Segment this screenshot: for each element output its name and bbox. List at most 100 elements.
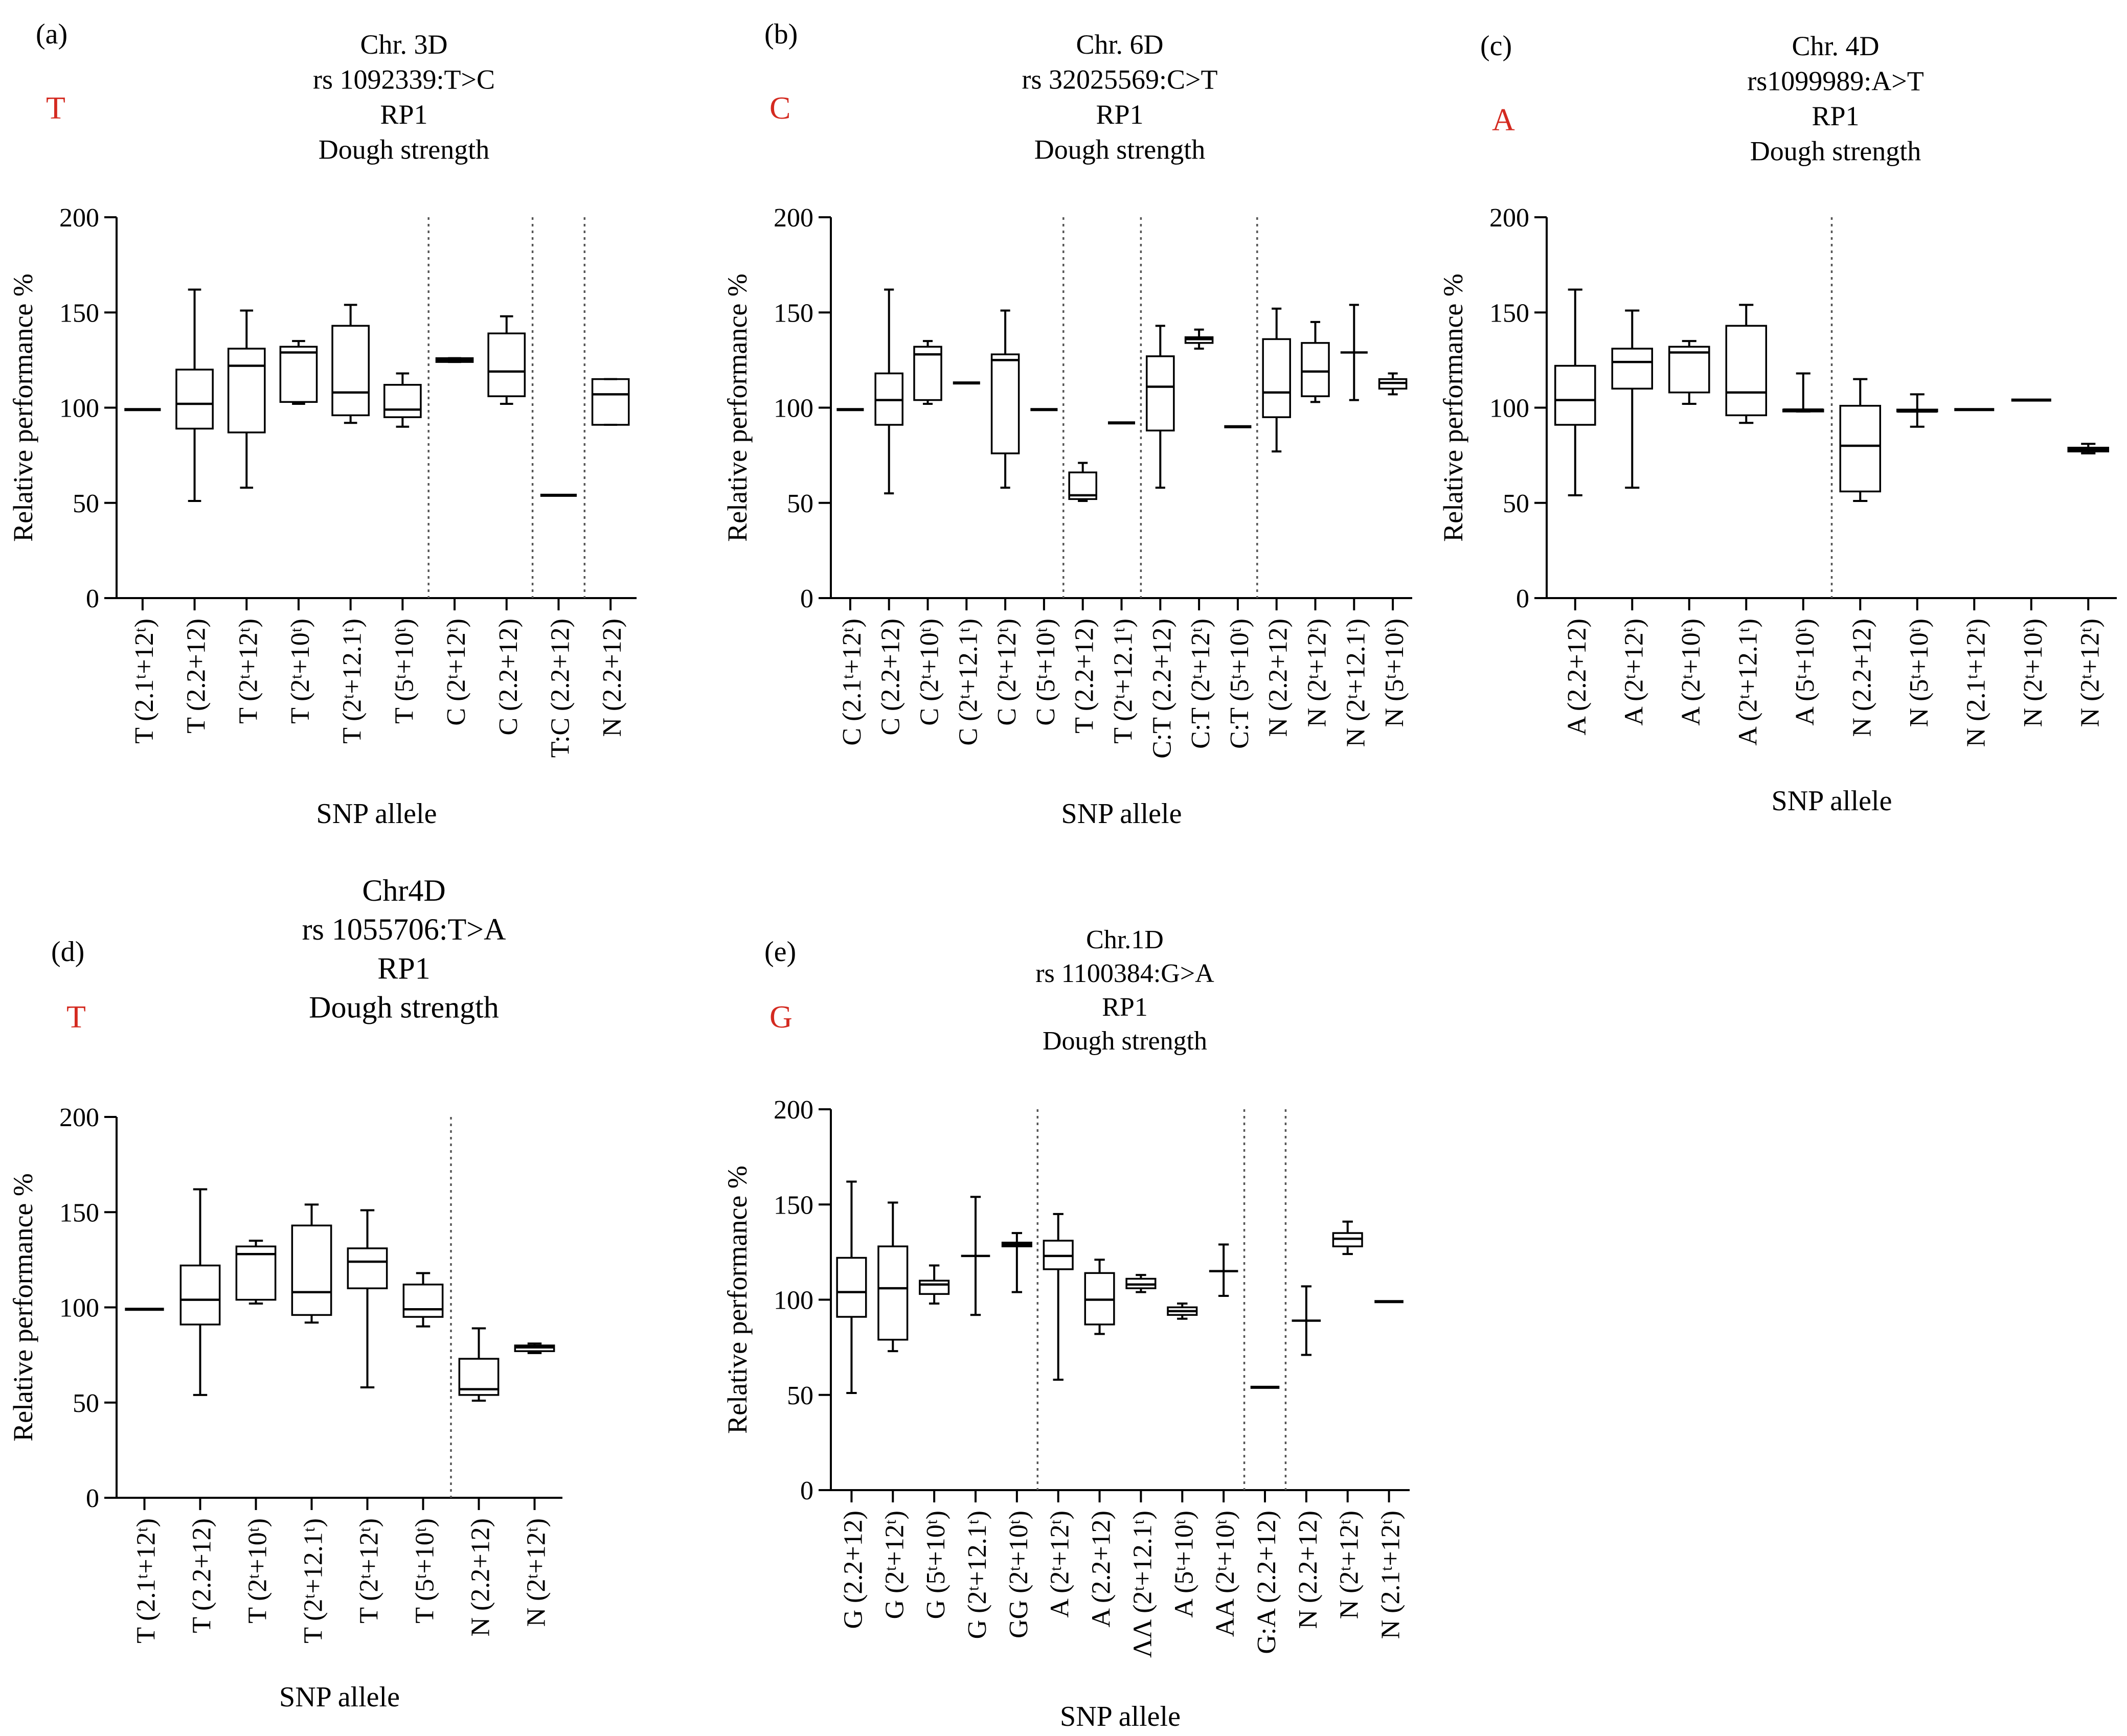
y-axis-label: Relative performance % <box>8 273 38 542</box>
chart-panel-4: (d) T Chr4D rs 1055706:T>A RP1 Dough strength… <box>8 874 562 1713</box>
x-tick-label: T (2ᵗ+12.1ᵗ) <box>1109 619 1138 744</box>
x-tick-label: N (2ᵗ+10ᵗ) <box>2019 619 2048 727</box>
box-iqr <box>227 348 266 433</box>
x-tick-label: T (2ᵗ+12.1ᵗ) <box>299 1518 328 1643</box>
x-tick-label: G (2ᵗ+12.1ᵗ) <box>963 1511 992 1639</box>
box-10: AA (2ᵗ+10ᵗ) <box>1209 1243 1240 1637</box>
box-6: A (2ᵗ+12ᵗ) <box>1043 1213 1075 1618</box>
box-6: T (5ᵗ+10ᵗ) <box>383 372 422 724</box>
x-tick-label: T (2.1ᵗ+12ᵗ) <box>132 1518 161 1643</box>
x-tick-label: N (2.2+12) <box>466 1518 495 1637</box>
box-iqr <box>235 1245 277 1301</box>
box-iqr <box>1668 346 1710 394</box>
box-15: N (5ᵗ+10ᵗ) <box>1378 372 1409 727</box>
x-tick-label: T (2ᵗ+12ᵗ) <box>234 619 263 724</box>
box-iqr <box>1262 338 1291 418</box>
box-1: T (2.1ᵗ+12ᵗ) <box>125 1308 164 1643</box>
panel-label: (d) <box>51 936 84 968</box>
chart-title-line: Dough strength <box>309 991 499 1024</box>
box-7: N (2.2+12) <box>458 1327 500 1637</box>
x-tick-label: N (5ᵗ+10ᵗ) <box>1380 619 1409 727</box>
chart-title-line: Chr.1D <box>1086 925 1164 954</box>
box-iqr <box>402 1284 444 1318</box>
box-1: A (2.2+12) <box>1554 288 1596 736</box>
x-tick-label: N (2.2+12) <box>1264 619 1293 737</box>
x-tick-label: T (2ᵗ+12.1ᵗ) <box>338 619 367 744</box>
allele-letter: T <box>46 91 65 126</box>
x-tick-label: T (2ᵗ+12ᵗ) <box>355 1518 384 1624</box>
allele-letter: C <box>770 91 790 126</box>
y-tick-label: 0 <box>86 584 99 613</box>
box-iqr <box>1611 348 1654 390</box>
chart-panel-5: (e) G Chr.1D rs 1100384:G>A RP1 Dough strengt… <box>722 925 1410 1732</box>
box-7: A (2.2+12) <box>1084 1259 1116 1628</box>
box-iqr <box>179 1264 221 1326</box>
x-tick-label: T (2ᵗ+10ᵗ) <box>243 1518 273 1624</box>
chart-title-line: Chr. 3D <box>360 29 447 60</box>
x-tick-label: A (2ᵗ+10ᵗ) <box>1677 619 1706 726</box>
y-axis-label: Relative performance % <box>8 1173 38 1442</box>
x-axis-label: SNP allele <box>1772 785 1892 817</box>
box-7: N (5ᵗ+10ᵗ) <box>1896 393 1938 727</box>
box-4: C (2ᵗ+12.1ᵗ) <box>953 381 983 746</box>
x-tick-label: A (5ᵗ+10ᵗ) <box>1169 1511 1198 1618</box>
x-tick-label: C:T (5ᵗ+10ᵗ) <box>1225 619 1254 749</box>
box-2: T (2.2+12) <box>179 1188 221 1633</box>
panel-label: (a) <box>36 18 67 50</box>
x-tick-label: T (5ᵗ+10ᵗ) <box>390 619 419 724</box>
allele-letter: G <box>770 1000 793 1035</box>
x-tick-label: ΛΛ (2ᵗ+12.1ᵗ) <box>1128 1511 1157 1658</box>
box-12: N (2.2+12) <box>1262 307 1293 737</box>
box-5: A (5ᵗ+10ᵗ) <box>1782 372 1824 726</box>
y-tick-label: 150 <box>774 1191 813 1220</box>
x-tick-label: C (2ᵗ+12ᵗ) <box>442 619 471 726</box>
box-iqr <box>347 1247 388 1289</box>
y-axis-label: Relative performance % <box>1438 273 1468 542</box>
box-8: ΛΛ (2ᵗ+12.1ᵗ) <box>1125 1274 1157 1658</box>
x-tick-label: A (2.2+12) <box>1563 619 1592 736</box>
y-tick-label: 0 <box>86 1484 99 1513</box>
box-6: N (2.2+12) <box>1839 378 1882 737</box>
box-2: G (2ᵗ+12ᵗ) <box>877 1201 909 1619</box>
box-4: G (2ᵗ+12.1ᵗ) <box>961 1196 992 1639</box>
x-tick-label: N (2.1ᵗ+12ᵗ) <box>1961 619 1990 747</box>
x-tick-label: N (2.2+12) <box>1294 1511 1323 1629</box>
x-tick-label: N (2.1ᵗ+12ᵗ) <box>1376 1511 1406 1639</box>
box-10: C:T (2ᵗ+12ᵗ) <box>1184 328 1215 749</box>
y-tick-label: 200 <box>774 203 813 233</box>
box-iqr <box>1839 405 1882 493</box>
box-iqr <box>990 353 1020 454</box>
x-tick-label: T (5ᵗ+10ᵗ) <box>411 1518 440 1624</box>
y-tick-label: 100 <box>1489 394 1529 423</box>
x-tick-label: C (2ᵗ+12.1ᵗ) <box>954 619 983 746</box>
box-iqr <box>458 1358 500 1396</box>
x-tick-label: T (2.2+12) <box>188 1518 217 1633</box>
box-2: A (2ᵗ+12ᵗ) <box>1611 309 1654 726</box>
box-8: N (2.1ᵗ+12ᵗ) <box>1954 408 1995 747</box>
y-tick-label: 100 <box>59 394 99 423</box>
y-tick-label: 200 <box>774 1095 813 1125</box>
box-iqr <box>175 369 214 430</box>
chart-title-line: Chr. 4D <box>1792 31 1879 61</box>
box-4: T (2ᵗ+10ᵗ) <box>279 340 318 724</box>
x-tick-label: T (2.2+12) <box>182 619 211 734</box>
y-tick-label: 0 <box>800 1476 813 1505</box>
box-10: N (2.2+12) <box>591 378 630 737</box>
panel-label: (b) <box>764 18 798 50</box>
x-tick-label: N (2ᵗ+12ᵗ) <box>522 1518 551 1627</box>
box-iqr <box>836 1257 867 1318</box>
box-iqr <box>279 346 318 403</box>
x-tick-label: N (2ᵗ+12.1ᵗ) <box>1341 619 1370 747</box>
x-tick-label: A (2ᵗ+12ᵗ) <box>1619 619 1648 726</box>
x-tick-label: T (2.2+12) <box>1070 619 1099 734</box>
chart-title-line: Chr. 6D <box>1076 29 1163 60</box>
box-2: C (2.2+12) <box>874 288 906 736</box>
x-tick-label: GG (2ᵗ+10ᵗ) <box>1004 1511 1033 1638</box>
chart-panel-3: (c) A Chr. 4D rs1099989:A>T RP1 Dough strengt… <box>1438 30 2117 817</box>
x-tick-label: C (2ᵗ+10ᵗ) <box>915 619 944 726</box>
box-iqr <box>291 1224 332 1316</box>
panel-label: (e) <box>764 936 796 968</box>
box-8: T (2ᵗ+12.1ᵗ) <box>1107 421 1138 744</box>
box-3: T (2ᵗ+10ᵗ) <box>235 1240 277 1624</box>
box-3: G (5ᵗ+10ᵗ) <box>919 1264 951 1619</box>
